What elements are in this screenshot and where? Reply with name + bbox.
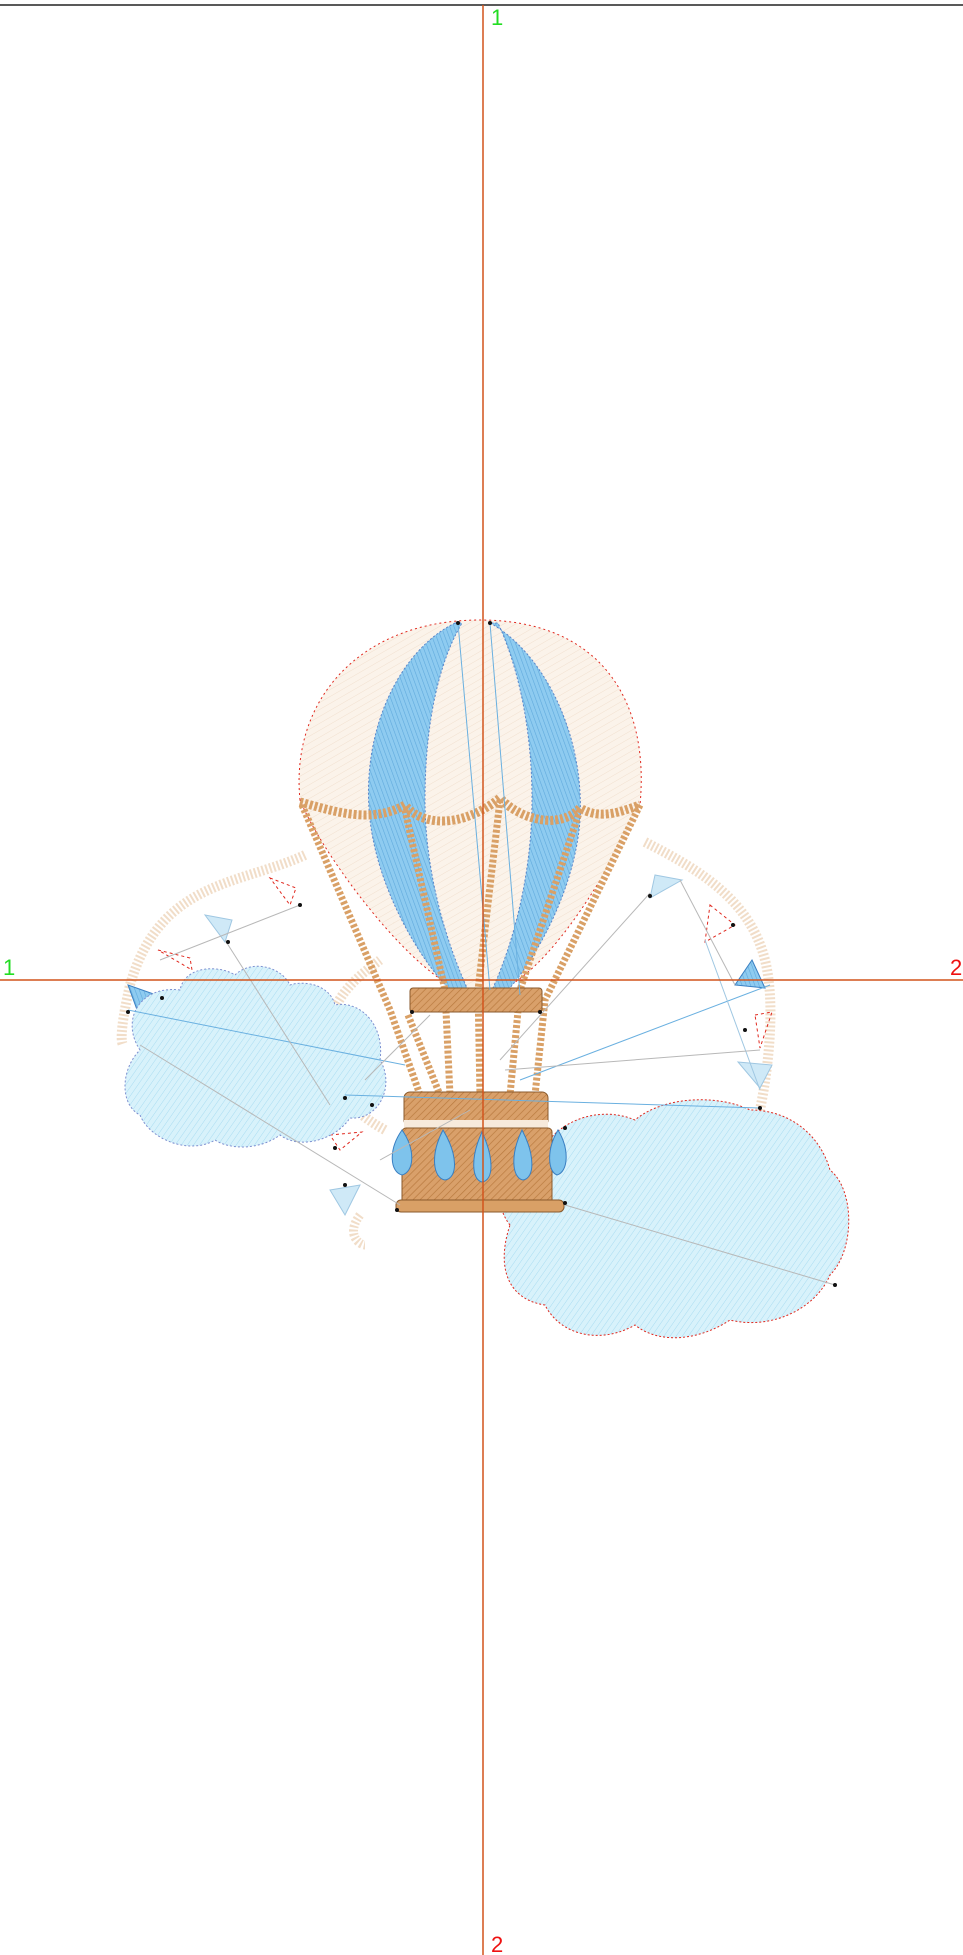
right-bunting (642, 837, 776, 1111)
jump-stitches (127, 622, 836, 1286)
flag-right-4 (754, 1011, 773, 1049)
flag-right-1 (649, 874, 684, 899)
flag-right-2 (704, 904, 736, 943)
envelope-stripe-right (489, 622, 581, 991)
horizontal-guide-end-label: 2 (950, 955, 962, 980)
flag-left-2 (203, 914, 233, 944)
cloud-right (499, 1099, 850, 1339)
flag-left-4 (268, 876, 297, 907)
basket-drop-4 (513, 1128, 533, 1181)
burner-ring (409, 987, 543, 1013)
basket-base (395, 1199, 565, 1213)
basket-drop-2 (434, 1128, 455, 1181)
basket-drop-1 (391, 1129, 413, 1176)
vertical-guide-end-label: 2 (491, 1932, 503, 1955)
flag-left-3 (157, 949, 193, 971)
basket-rim-highlight (404, 1120, 548, 1128)
horizontal-guide-start-label: 1 (3, 955, 15, 980)
envelope-scallop-band (298, 791, 642, 826)
vertical-guide-start-label: 1 (491, 5, 503, 30)
flag-left-6 (329, 1184, 361, 1217)
envelope-stripe-left (368, 622, 469, 991)
balloon-envelope (298, 619, 642, 991)
basket (391, 1091, 567, 1213)
cloud-left (124, 965, 387, 1148)
basket-drop-5 (549, 1129, 567, 1176)
stitch-markers (126, 621, 837, 1287)
flag-right-3 (734, 958, 766, 989)
